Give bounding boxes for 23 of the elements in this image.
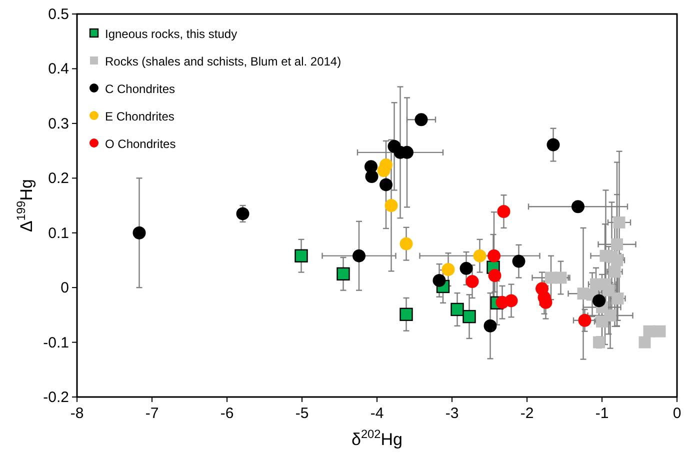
legend-label: C Chondrites <box>105 82 176 96</box>
x-tick-label: -7 <box>145 405 159 422</box>
y-tick-label: 0.3 <box>48 115 69 132</box>
legend-label: E Chondrites <box>105 110 174 124</box>
y-tick-label: -0.2 <box>43 389 69 406</box>
legend-label: O Chondrites <box>105 137 176 151</box>
y-tick-label: 0.2 <box>48 170 69 188</box>
y-tick-label: 0.4 <box>48 60 69 78</box>
y-tick-label: 0 <box>60 280 69 297</box>
x-tick-label: -6 <box>220 405 234 422</box>
x-tick-label: -5 <box>295 405 309 422</box>
x-tick-label: 0 <box>672 405 682 422</box>
y-tick-label: 0.1 <box>48 224 69 242</box>
x-tick-label: -3 <box>445 405 459 422</box>
x-axis-title: δ$^{202}$Hg <box>351 427 403 449</box>
legend-label: Igneous rocks, this study <box>105 27 238 41</box>
legend-label: Rocks (shales and schists, Blum et al. 2014) <box>105 54 342 68</box>
x-tick-label: -2 <box>520 405 534 422</box>
x-tick-label: -1 <box>595 405 609 422</box>
y-tick-label: -0.1 <box>43 334 69 352</box>
x-tick-label: -8 <box>70 405 84 422</box>
x-tick-label: -4 <box>370 405 384 422</box>
y-tick-label: 0.5 <box>48 6 69 23</box>
